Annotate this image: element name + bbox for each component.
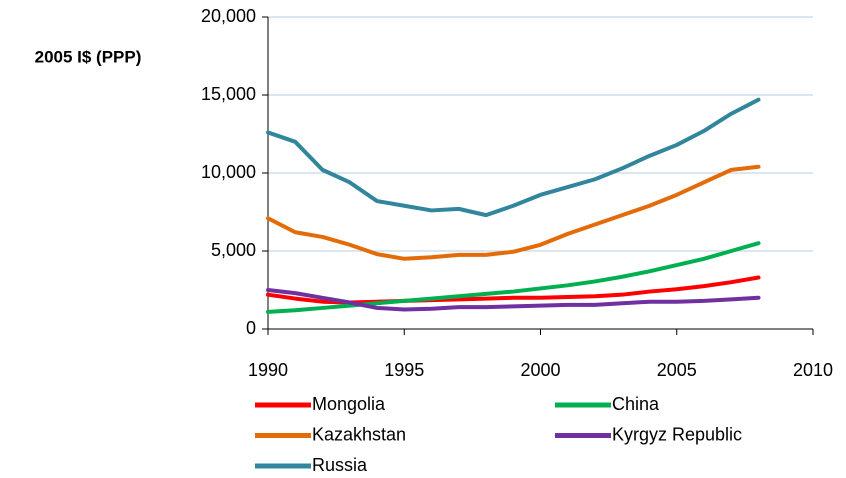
x-tick-label: 2010: [793, 360, 833, 380]
y-tick-label: 0: [246, 318, 256, 338]
legend-label: Kazakhstan: [312, 424, 406, 444]
series-line: [266, 288, 761, 312]
y-axis-label: 2005 I$ (PPP): [35, 47, 142, 66]
y-tick-label: 20,000: [201, 6, 256, 26]
y-tick-label: 5,000: [211, 240, 256, 260]
legend-label: Kyrgyz Republic: [612, 424, 742, 444]
legend-label: Russia: [312, 455, 368, 475]
y-tick-label: 15,000: [201, 84, 256, 104]
x-tick-label: 2000: [520, 360, 560, 380]
series-line: [266, 97, 761, 218]
x-tick-label: 1990: [248, 360, 288, 380]
y-tick-label: 10,000: [201, 162, 256, 182]
legend-label: Mongolia: [312, 394, 386, 414]
series-line: [266, 164, 761, 261]
x-tick-label: 2005: [657, 360, 697, 380]
legend-label: China: [612, 394, 660, 414]
x-tick-label: 1995: [384, 360, 424, 380]
series-line: [266, 241, 761, 314]
